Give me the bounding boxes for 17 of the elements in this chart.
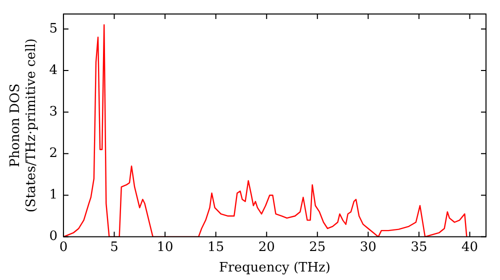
x-tick-label: 25 bbox=[309, 240, 326, 255]
y-tick-label: 2 bbox=[49, 146, 58, 162]
x-tick-label: 15 bbox=[208, 240, 224, 255]
x-tick-label: 5 bbox=[110, 240, 118, 255]
y-tick-label: 4 bbox=[49, 62, 58, 78]
x-tick-label: 35 bbox=[410, 240, 428, 255]
y-tick-label: 5 bbox=[49, 21, 58, 36]
y-tick-label: 3 bbox=[49, 104, 58, 120]
y-tick-label: 1 bbox=[49, 188, 58, 203]
x-axis-title: Frequency (THz) bbox=[219, 260, 330, 276]
x-tick-label: 30 bbox=[360, 240, 376, 255]
y-axis-title: Phonon DOS (States/THz·primitive cell) bbox=[8, 38, 39, 212]
x-tick-label: 10 bbox=[156, 240, 174, 255]
x-tick-label: 0 bbox=[59, 240, 68, 255]
x-tick-label: 20 bbox=[258, 240, 275, 255]
x-tick-label: 40 bbox=[461, 240, 478, 255]
y-tick-label: 0 bbox=[49, 229, 58, 244]
